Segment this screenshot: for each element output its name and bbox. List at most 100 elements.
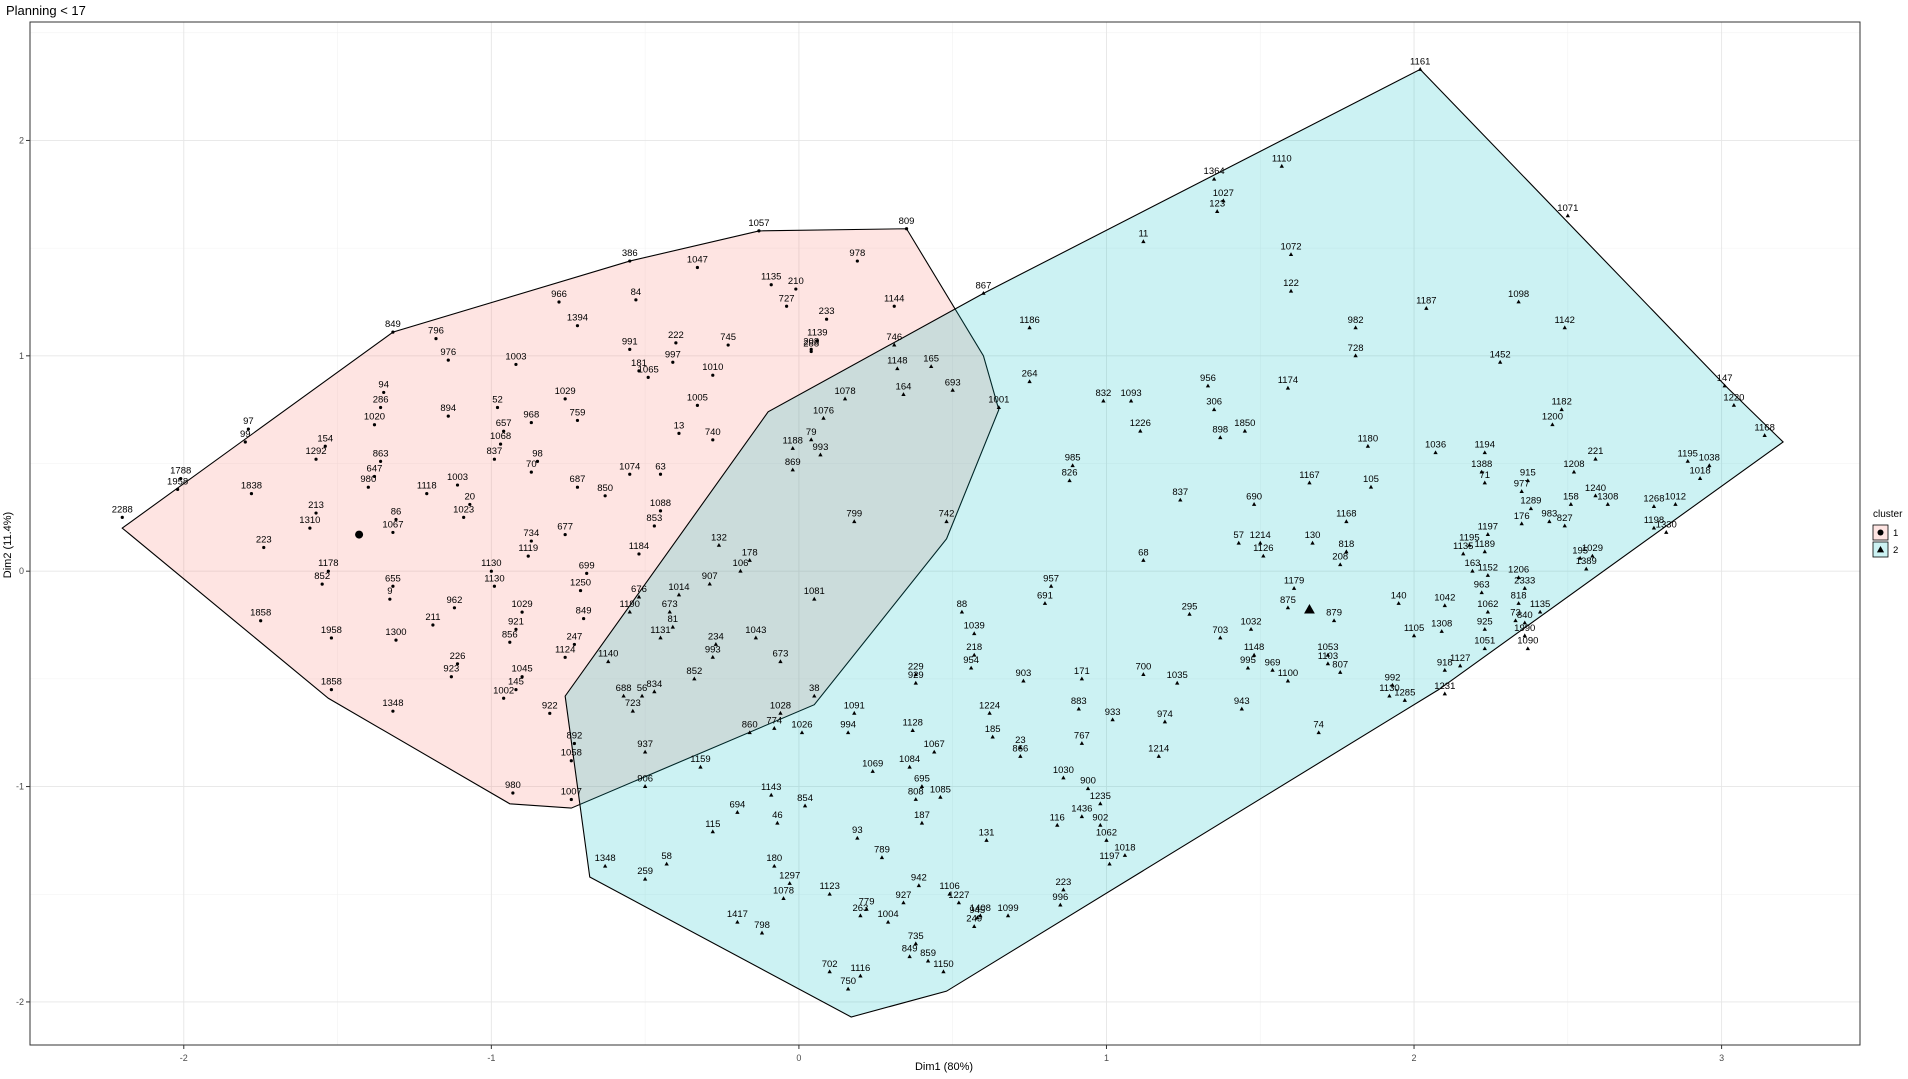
point-label: 1197: [1478, 522, 1498, 533]
cluster-2-point: [968, 665, 974, 670]
point-label: 1106: [939, 881, 959, 892]
point-label: 1214: [1250, 530, 1271, 541]
cluster-1-point: [514, 362, 518, 367]
cluster-2-point: [627, 609, 632, 614]
cluster-2-point: [1402, 698, 1407, 702]
cluster-2-point: [1018, 754, 1023, 758]
cluster-1-point: [904, 227, 909, 231]
cluster-2-point: [1098, 822, 1103, 827]
cluster-1-point: [652, 524, 656, 528]
cluster-2-point: [950, 387, 955, 392]
point-label: 849: [902, 944, 918, 955]
point-label: 115: [705, 819, 720, 830]
cluster-2-point: [1178, 497, 1183, 502]
point-label: 1224: [979, 700, 1000, 711]
point-label: 1285: [1394, 687, 1415, 698]
cluster-2-point: [1522, 633, 1527, 638]
cluster-2-point: [1141, 239, 1146, 244]
point-label: 826: [1062, 468, 1078, 479]
point-label: 1018: [1689, 466, 1710, 477]
point-label: 1042: [1434, 593, 1455, 604]
point-label: 1002: [493, 685, 514, 696]
cluster-1-point: [575, 485, 580, 489]
point-label: 56: [637, 683, 648, 694]
point-label: 1190: [620, 599, 640, 610]
point-label: 1197: [1099, 851, 1119, 862]
cluster-1-point: [498, 442, 503, 446]
point-label: 1159: [690, 754, 710, 765]
cluster-1-point: [569, 797, 573, 802]
point-label: 850: [597, 483, 613, 494]
point-label: 140: [1391, 590, 1407, 601]
cluster-2-point: [1338, 670, 1343, 674]
cluster-2-point: [932, 749, 937, 754]
point-label: 1126: [1253, 543, 1273, 554]
point-label: 13: [674, 420, 685, 431]
point-label: 867: [976, 280, 992, 291]
cluster-2-point: [772, 863, 777, 868]
cluster-1-point: [575, 324, 580, 328]
point-label: 655: [385, 573, 401, 584]
point-label: 983: [1541, 509, 1557, 520]
point-label: 57: [1233, 530, 1244, 541]
cluster-2-point: [944, 519, 949, 524]
cluster-1-point: [502, 696, 506, 700]
point-label: 1027: [1213, 188, 1234, 199]
cluster-2-point: [879, 855, 885, 860]
point-label: 1240: [1585, 483, 1606, 494]
point-label: 996: [1052, 892, 1068, 903]
cluster-2-point: [698, 764, 703, 769]
cluster-2-point: [1562, 523, 1567, 528]
cluster-2-point: [778, 710, 783, 715]
cluster-2-point: [852, 519, 857, 524]
point-label: 147: [1717, 373, 1733, 384]
point-label: 130: [1305, 530, 1321, 541]
point-label: 694: [729, 799, 745, 810]
point-label: 746: [886, 332, 902, 343]
cluster-2-point: [1411, 633, 1417, 638]
point-label: 1029: [512, 599, 533, 610]
cluster-1-point: [366, 485, 370, 489]
cluster-2-point: [1731, 402, 1737, 407]
point-label: 853: [646, 513, 662, 524]
cluster-2-point: [707, 581, 712, 586]
point-label: 1227: [948, 890, 969, 901]
point-label: 68: [1138, 547, 1149, 558]
cluster-2-point: [1101, 398, 1106, 403]
cluster-2-point: [1442, 691, 1447, 696]
cluster-2-point: [1245, 665, 1251, 670]
cluster-2-point: [855, 835, 860, 840]
point-label: 690: [1246, 491, 1262, 502]
cluster-1-point: [425, 492, 429, 496]
point-label: 163: [1465, 558, 1481, 569]
cluster-2-point: [630, 708, 635, 713]
cluster-1-point: [824, 317, 829, 321]
point-label: 9: [387, 586, 392, 597]
point-label: 879: [1326, 608, 1342, 619]
cluster-2-point: [938, 794, 943, 799]
point-label: 1135: [1453, 541, 1473, 552]
cluster-2-point: [987, 710, 992, 715]
cluster-2-point: [1288, 252, 1294, 257]
point-label: 52: [492, 395, 503, 406]
point-label: 1012: [1665, 491, 1686, 502]
point-label: 943: [1234, 696, 1250, 707]
cluster-1-point: [548, 711, 552, 715]
point-label: 99: [240, 429, 251, 440]
point-label: 832: [1095, 388, 1111, 399]
cluster-1-point: [452, 606, 457, 610]
cluster-2-point: [1467, 542, 1472, 547]
point-label: 1348: [595, 853, 616, 864]
point-label: 883: [1071, 696, 1087, 707]
point-label: 229: [908, 662, 924, 673]
point-label: 954: [963, 655, 979, 666]
cluster-2-point: [1439, 629, 1444, 633]
cluster-1-point: [391, 584, 395, 588]
point-label: 1085: [930, 784, 951, 795]
cluster-2-point: [1187, 611, 1192, 616]
point-label: 1858: [321, 677, 342, 688]
cluster-1-point: [769, 283, 773, 287]
cluster-1-point: [314, 457, 318, 461]
point-label: 991: [622, 336, 638, 347]
point-label: 962: [447, 595, 463, 606]
